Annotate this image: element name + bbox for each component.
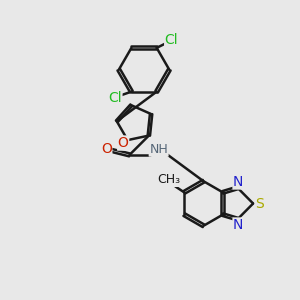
- Text: O: O: [118, 136, 129, 150]
- Text: S: S: [255, 196, 264, 211]
- Text: Cl: Cl: [165, 33, 178, 47]
- Text: CH₃: CH₃: [157, 173, 180, 186]
- Text: N: N: [233, 175, 243, 189]
- Text: N: N: [233, 218, 243, 232]
- Text: NH: NH: [149, 143, 168, 156]
- Text: Cl: Cl: [108, 91, 122, 105]
- Text: O: O: [101, 142, 112, 156]
